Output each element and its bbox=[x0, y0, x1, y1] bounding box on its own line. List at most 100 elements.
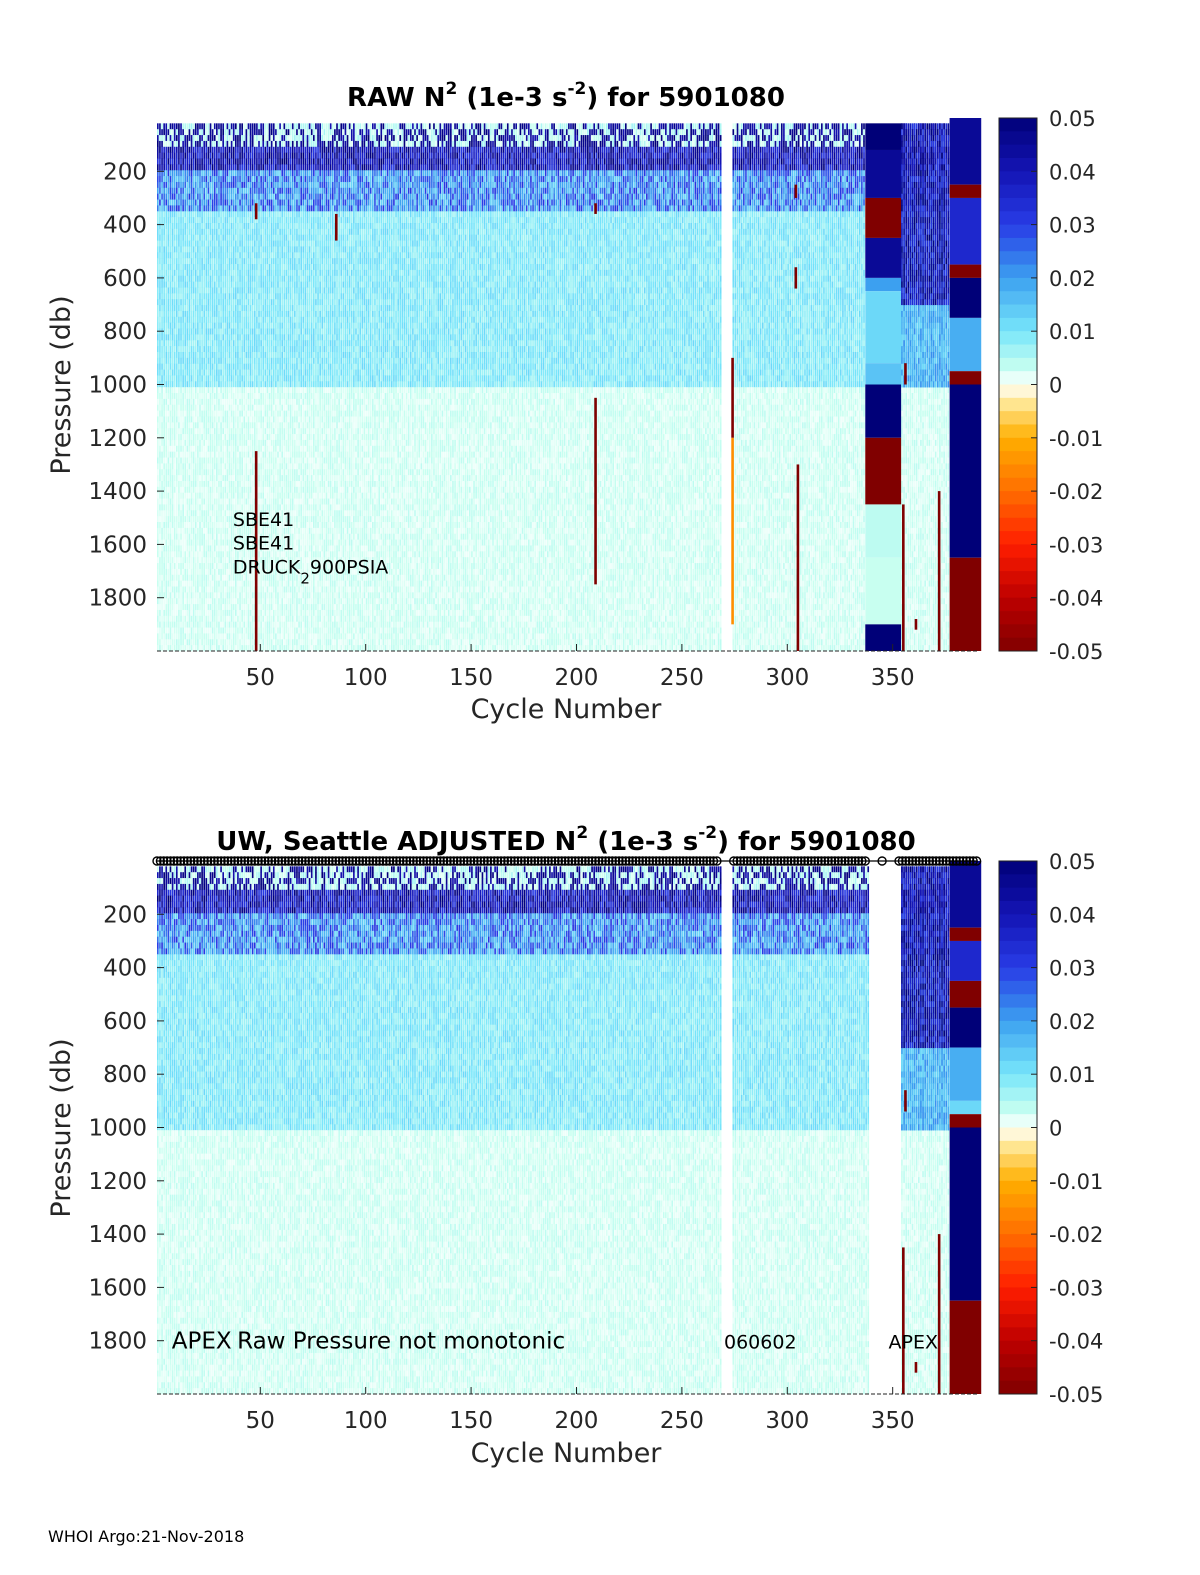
heatmap-cell bbox=[176, 381, 178, 387]
heatmap-cell bbox=[222, 153, 224, 159]
heatmap-cell bbox=[174, 246, 176, 252]
heatmap-cell bbox=[176, 364, 178, 370]
heatmap-cell bbox=[195, 346, 197, 352]
heatmap-cell bbox=[205, 276, 207, 282]
heatmap-cell bbox=[176, 411, 178, 417]
heatmap-cell bbox=[220, 170, 222, 176]
heatmap-cell bbox=[199, 645, 201, 651]
heatmap-cell bbox=[216, 510, 218, 516]
heatmap-cell bbox=[168, 135, 170, 141]
heatmap-cell bbox=[214, 200, 216, 206]
heatmap-cell bbox=[195, 440, 197, 446]
heatmap-cell bbox=[218, 452, 220, 458]
heatmap-cell bbox=[176, 188, 178, 194]
heatmap-cell bbox=[210, 352, 212, 358]
heatmap-cell bbox=[191, 276, 193, 282]
heatmap-cell bbox=[193, 387, 195, 393]
heatmap-cell bbox=[157, 645, 159, 651]
heatmap-cell bbox=[212, 610, 214, 616]
heatmap-cell bbox=[212, 217, 214, 223]
heatmap-cell bbox=[214, 182, 216, 188]
heatmap-cell bbox=[174, 241, 176, 247]
heatmap-cell bbox=[210, 270, 212, 276]
heatmap-cell bbox=[210, 493, 212, 499]
heatmap-cell bbox=[195, 540, 197, 546]
heatmap-cell bbox=[159, 604, 161, 610]
heatmap-cell bbox=[216, 346, 218, 352]
heatmap-cell bbox=[176, 299, 178, 305]
heatmap-cell bbox=[208, 598, 210, 604]
heatmap-cell bbox=[205, 305, 207, 311]
heatmap-cell bbox=[161, 229, 163, 235]
heatmap-cell bbox=[180, 223, 182, 229]
heatmap-cell bbox=[201, 645, 203, 651]
heatmap-cell bbox=[208, 487, 210, 493]
heatmap-cell bbox=[220, 334, 222, 340]
heatmap-cell bbox=[180, 598, 182, 604]
heatmap-cell bbox=[157, 587, 159, 593]
heatmap-cell bbox=[178, 141, 180, 147]
heatmap-cell bbox=[220, 317, 222, 323]
heatmap-cell bbox=[159, 346, 161, 352]
heatmap-cell bbox=[191, 598, 193, 604]
heatmap-cell bbox=[180, 440, 182, 446]
heatmap-cell bbox=[193, 446, 195, 452]
heatmap-cell bbox=[214, 387, 216, 393]
heatmap-cell bbox=[163, 446, 165, 452]
heatmap-cell bbox=[212, 522, 214, 528]
heatmap-cell bbox=[157, 610, 159, 616]
heatmap-cell bbox=[214, 329, 216, 335]
heatmap-cell bbox=[216, 135, 218, 141]
heatmap-cell bbox=[193, 223, 195, 229]
heatmap-cell bbox=[216, 534, 218, 540]
heatmap-cell bbox=[187, 499, 189, 505]
heatmap-cell bbox=[180, 516, 182, 522]
heatmap-cell bbox=[161, 270, 163, 276]
heatmap-cell bbox=[170, 416, 172, 422]
heatmap-cell bbox=[220, 129, 222, 135]
heatmap-cell bbox=[191, 416, 193, 422]
heatmap-cell bbox=[163, 311, 165, 317]
heatmap-cell bbox=[184, 446, 186, 452]
heatmap-cell bbox=[178, 452, 180, 458]
heatmap-cell bbox=[214, 540, 216, 546]
heatmap-cell bbox=[178, 545, 180, 551]
heatmap-cell bbox=[170, 229, 172, 235]
heatmap-cell bbox=[178, 528, 180, 534]
heatmap-cell bbox=[208, 311, 210, 317]
heatmap-cell bbox=[203, 317, 205, 323]
heatmap-cell bbox=[214, 276, 216, 282]
heatmap-cell bbox=[172, 522, 174, 528]
heatmap-cell bbox=[187, 252, 189, 258]
heatmap-cell bbox=[214, 317, 216, 323]
heatmap-cell bbox=[193, 545, 195, 551]
heatmap-cell bbox=[174, 135, 176, 141]
heatmap-cell bbox=[180, 557, 182, 563]
heatmap-cell bbox=[197, 411, 199, 417]
heatmap-cell bbox=[170, 205, 172, 211]
heatmap-cell bbox=[212, 229, 214, 235]
heatmap-cell bbox=[165, 364, 167, 370]
heatmap-cell bbox=[178, 264, 180, 270]
heatmap-cell bbox=[170, 211, 172, 217]
heatmap-cell bbox=[168, 569, 170, 575]
heatmap-cell bbox=[199, 557, 201, 563]
heatmap-cell bbox=[199, 123, 201, 129]
heatmap-cell bbox=[172, 434, 174, 440]
heatmap-cell bbox=[157, 282, 159, 288]
heatmap-cell bbox=[212, 440, 214, 446]
heatmap-cell bbox=[214, 469, 216, 475]
heatmap-cell bbox=[218, 475, 220, 481]
heatmap-cell bbox=[210, 141, 212, 147]
heatmap-cell bbox=[210, 276, 212, 282]
heatmap-cell bbox=[165, 334, 167, 340]
heatmap-cell bbox=[203, 551, 205, 557]
heatmap-cell bbox=[168, 123, 170, 129]
heatmap-cell bbox=[157, 334, 159, 340]
heatmap-cell bbox=[182, 211, 184, 217]
heatmap-cell bbox=[189, 540, 191, 546]
heatmap-cell bbox=[165, 534, 167, 540]
heatmap-cell bbox=[214, 416, 216, 422]
heatmap-cell bbox=[205, 639, 207, 645]
heatmap-cell bbox=[201, 598, 203, 604]
